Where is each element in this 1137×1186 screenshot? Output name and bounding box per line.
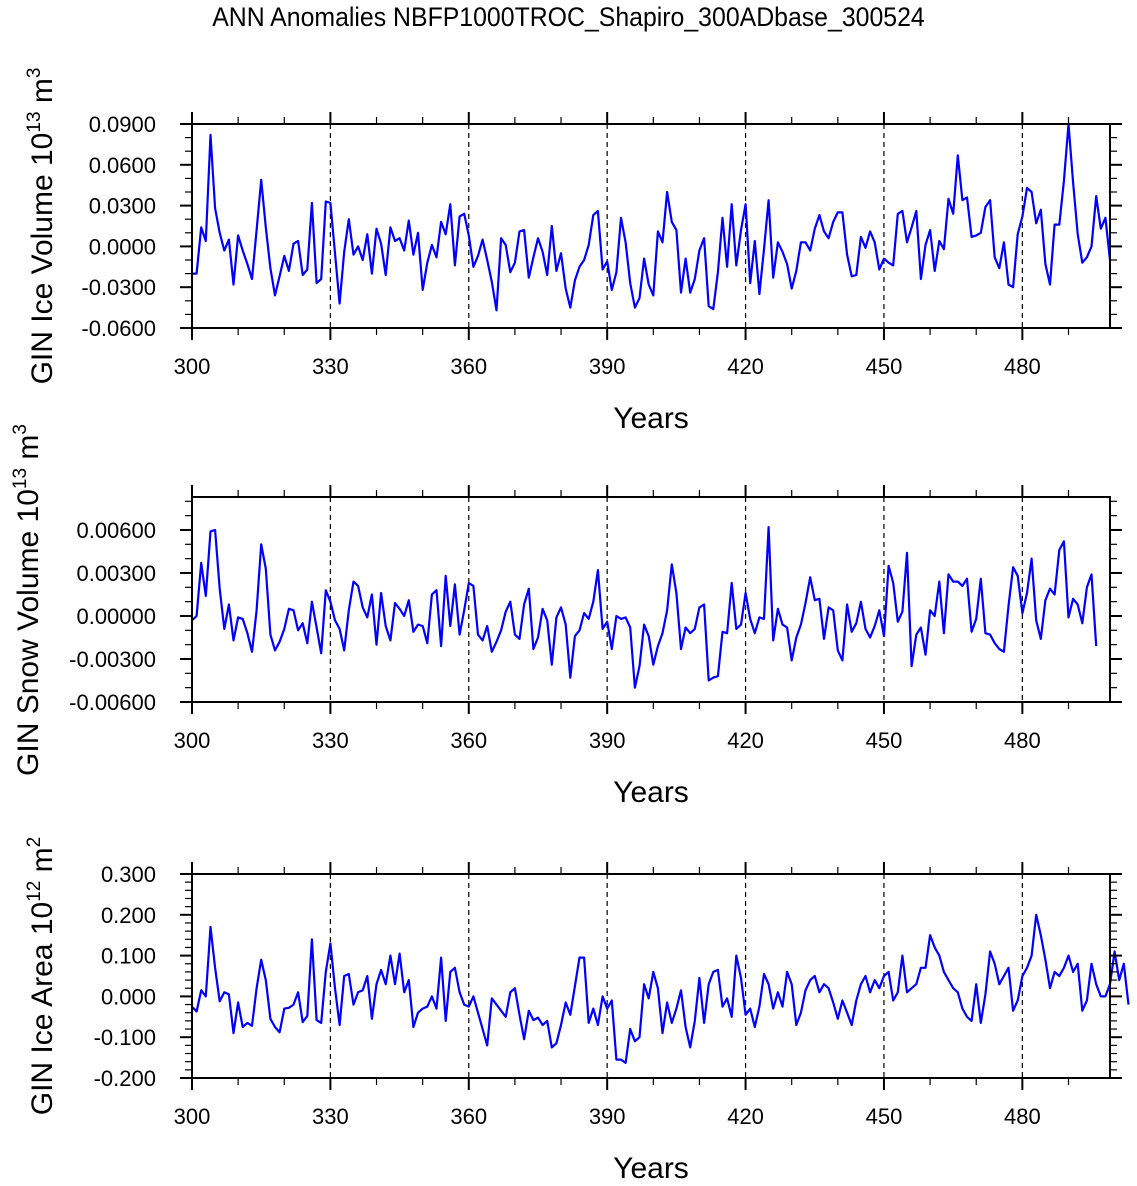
x-tick-label: 330 <box>312 354 349 379</box>
x-tick-label: 480 <box>1004 1104 1041 1129</box>
x-tick-label: 300 <box>174 354 211 379</box>
x-tick-label: 420 <box>727 1104 764 1129</box>
y-tick-label: -0.100 <box>94 1025 156 1050</box>
y-axis-title: GIN Snow Volume 1013 m3 <box>10 424 45 776</box>
y-tick-label: 0.0300 <box>89 194 156 219</box>
x-tick-label: 330 <box>312 728 349 753</box>
x-tick-label: 450 <box>866 1104 903 1129</box>
x-tick-label: 360 <box>450 728 487 753</box>
y-tick-label: -0.0300 <box>81 275 156 300</box>
y-tick-label: 0.000 <box>101 984 156 1009</box>
x-tick-label: 330 <box>312 1104 349 1129</box>
x-axis-title: Years <box>613 1152 689 1185</box>
x-tick-label: 450 <box>866 354 903 379</box>
x-tick-label: 480 <box>1004 354 1041 379</box>
y-tick-label: -0.200 <box>94 1066 156 1091</box>
series-line <box>191 525 1098 689</box>
y-tick-label: -0.0600 <box>81 316 156 341</box>
panel-1: 300 330 360 390 420 450 480 Years -0.0600 -0.0300… <box>24 68 1122 435</box>
plot-frame <box>191 496 1111 703</box>
y-tick-label: -0.00300 <box>69 647 156 672</box>
y-tick-label: -0.00600 <box>69 690 156 715</box>
y-axis-title: GIN Ice Volume 1013 m3 <box>24 68 59 385</box>
x-tick-label: 420 <box>727 728 764 753</box>
y-tick-label: 0.300 <box>101 862 156 887</box>
y-tick-label: 0.0000 <box>89 234 156 259</box>
y-tick-label: 0.00000 <box>76 604 156 629</box>
x-tick-label: 450 <box>866 728 903 753</box>
x-tick-label: 300 <box>174 728 211 753</box>
panel-2: 300 330 360 390 420 450 480 Years -0.00600 -0.003… <box>10 424 1122 809</box>
x-axis-title: Years <box>613 776 689 809</box>
x-tick-label: 390 <box>589 728 626 753</box>
panel-3: 300 330 360 390 420 450 480 Years -0.200 -0.100 0.… <box>24 837 1130 1185</box>
plot-frame <box>191 873 1111 1079</box>
series-line <box>192 122 1112 312</box>
y-tick-label: 0.0900 <box>89 112 156 137</box>
x-tick-label: 390 <box>589 354 626 379</box>
plot-frame <box>191 123 1111 329</box>
x-tick-label: 480 <box>1004 728 1041 753</box>
y-axis-title: GIN Ice Area 1012 m2 <box>24 837 59 1116</box>
y-tick-label: 0.00300 <box>76 561 156 586</box>
x-tick-label: 360 <box>450 354 487 379</box>
chart-title: ANN Anomalies NBFP1000TROC_Shapiro_300AD… <box>212 2 925 32</box>
x-tick-label: 300 <box>174 1104 211 1129</box>
y-tick-label: 0.0600 <box>89 153 156 178</box>
x-axis-title: Years <box>613 402 689 435</box>
y-tick-label: 0.200 <box>101 903 156 928</box>
y-tick-label: 0.100 <box>101 944 156 969</box>
x-tick-label: 390 <box>589 1104 626 1129</box>
x-tick-label: 420 <box>727 354 764 379</box>
y-tick-label: 0.00600 <box>76 518 156 543</box>
x-tick-label: 360 <box>450 1104 487 1129</box>
series-line <box>191 913 1130 1065</box>
